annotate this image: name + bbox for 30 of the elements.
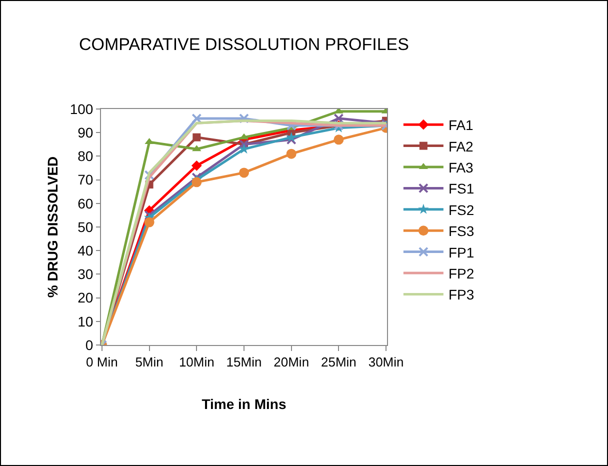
y-tick-label: 70 bbox=[78, 172, 94, 188]
x-axis-title: Time in Mins bbox=[202, 396, 286, 412]
y-tick-label: 30 bbox=[78, 266, 94, 282]
legend-label: FA3 bbox=[448, 159, 474, 176]
legend-label: FS1 bbox=[448, 180, 474, 197]
y-tick-label: 10 bbox=[78, 313, 94, 330]
chart-title: COMPARATIVE DISSOLUTION PROFILES bbox=[79, 35, 409, 54]
x-tick-label: 15Min bbox=[226, 354, 262, 370]
y-tick-label: 80 bbox=[78, 148, 94, 164]
y-tick-label: 50 bbox=[78, 218, 94, 235]
legend-label: FA1 bbox=[448, 117, 474, 134]
y-axis-title: % DRUG DISSOLVED bbox=[44, 156, 60, 298]
x-tick-label: 20Min bbox=[274, 354, 310, 370]
legend-label: FS2 bbox=[448, 202, 474, 218]
y-tick-label: 20 bbox=[78, 290, 94, 306]
legend-label: FP1 bbox=[448, 244, 474, 260]
x-tick-label: 5Min bbox=[135, 354, 164, 370]
legend-label: FP2 bbox=[448, 265, 474, 282]
y-tick-label: 100 bbox=[70, 100, 94, 117]
x-tick-label: 30Min bbox=[368, 354, 404, 370]
legend-label: FA2 bbox=[448, 138, 474, 154]
legend-label: FP3 bbox=[448, 286, 474, 303]
y-tick-label: 90 bbox=[78, 124, 94, 140]
y-tick-label: 60 bbox=[78, 195, 94, 212]
x-tick-label: 25Min bbox=[320, 354, 356, 370]
y-tick-label: 0 bbox=[85, 336, 94, 353]
y-tick-label: 40 bbox=[78, 242, 94, 258]
x-tick-label: 0 Min bbox=[86, 354, 118, 370]
x-tick-label: 10Min bbox=[178, 354, 214, 370]
legend-label: FS3 bbox=[448, 223, 474, 240]
